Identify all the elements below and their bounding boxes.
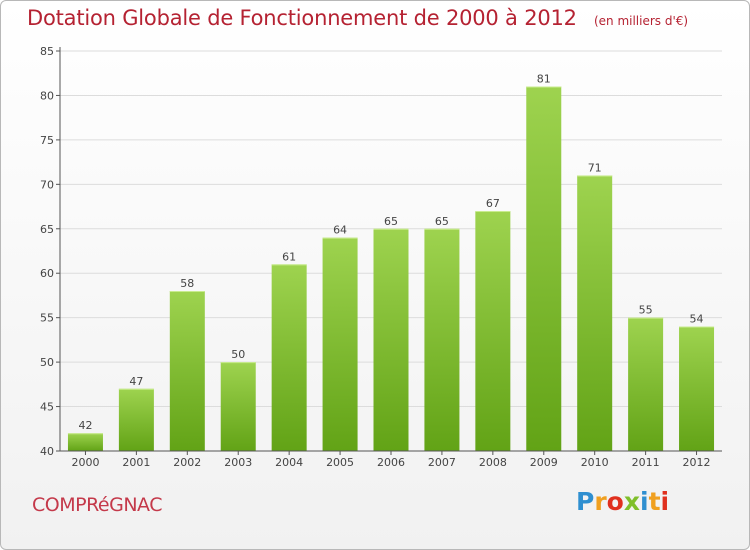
y-tick-label: 80 [40, 89, 54, 102]
y-tick-label: 65 [40, 223, 54, 236]
data-label: 54 [690, 313, 704, 326]
y-tick-label: 55 [40, 312, 54, 325]
data-label: 81 [537, 73, 551, 86]
y-tick-label: 50 [40, 356, 54, 369]
bar [373, 228, 409, 451]
bar [577, 175, 613, 451]
x-tick-label: 2009 [530, 456, 558, 469]
bar [628, 317, 664, 451]
y-tick-label: 60 [40, 267, 54, 280]
brand-letter: r [594, 487, 607, 516]
axes: 40 45 50 55 60 65 70 75 80 85 2000 2001 2002 2003 2004… [40, 45, 722, 469]
data-label: 65 [435, 215, 449, 228]
data-label: 42 [78, 419, 92, 432]
bar [220, 362, 256, 451]
bar [271, 264, 307, 451]
x-tick-label: 2003 [224, 456, 252, 469]
data-label: 71 [588, 161, 602, 174]
proxiti-logo[interactable]: Proxiti [576, 487, 669, 516]
y-tick-label: 75 [40, 134, 54, 147]
brand-letter: i [660, 487, 670, 516]
data-label: 55 [639, 304, 653, 317]
brand-letter: o [606, 487, 624, 516]
title-text: Dotation Globale de Fonctionnement de 20… [27, 6, 577, 30]
bar [424, 228, 460, 451]
city-name: COMPRéGNAC [32, 494, 162, 516]
data-label: 64 [333, 224, 347, 237]
bar [475, 211, 511, 451]
x-tick-label: 2011 [632, 456, 660, 469]
brand-letter: t [648, 487, 661, 516]
brand-letter: P [576, 487, 595, 516]
data-label: 58 [180, 277, 194, 290]
brand-letter: i [640, 487, 649, 516]
bar [67, 433, 103, 451]
x-tick-label: 2005 [326, 456, 354, 469]
brand-letter: x [623, 487, 640, 516]
x-tick-label: 2008 [479, 456, 507, 469]
y-tick-label: 70 [40, 178, 54, 191]
y-tick-label: 45 [40, 401, 54, 414]
data-label: 47 [129, 375, 143, 388]
x-tick-label: 2002 [173, 456, 201, 469]
x-tick-label: 2007 [428, 456, 456, 469]
data-label: 65 [384, 215, 398, 228]
x-tick-label: 2001 [122, 456, 150, 469]
unit-text: (en milliers d'€) [593, 14, 689, 28]
bar [526, 86, 562, 452]
data-label: 67 [486, 197, 500, 210]
y-tick-label: 40 [40, 445, 54, 458]
x-tick-label: 2006 [377, 456, 405, 469]
bar [118, 388, 154, 451]
bar [679, 326, 715, 451]
x-tick-label: 2000 [71, 456, 99, 469]
x-tick-label: 2010 [581, 456, 609, 469]
x-tick-label: 2004 [275, 456, 303, 469]
y-tick-label: 85 [40, 45, 54, 58]
bar [322, 237, 358, 451]
bars: 42 47 58 50 61 64 65 65 67 81 71 55 54 [67, 73, 715, 452]
data-label: 50 [231, 348, 245, 361]
data-label: 61 [282, 250, 296, 263]
x-tick-label: 2012 [683, 456, 711, 469]
bar [169, 291, 205, 451]
chart-title: Dotation Globale de Fonctionnement de 20… [27, 6, 688, 30]
